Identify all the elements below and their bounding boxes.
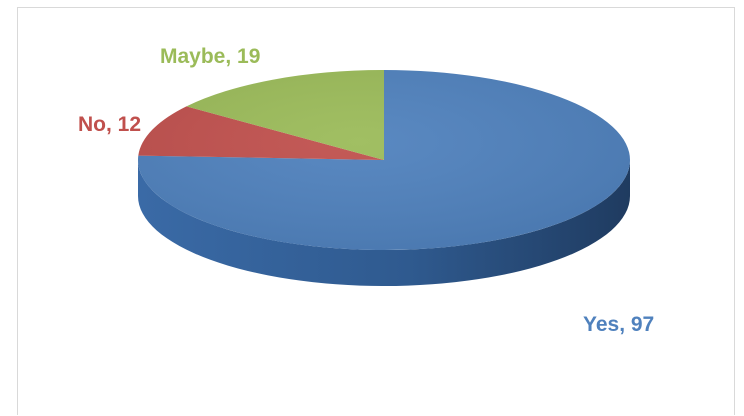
slice-side-yes	[138, 160, 630, 286]
data-label-no: No, 12	[78, 113, 141, 136]
data-label-maybe: Maybe, 19	[160, 45, 260, 68]
data-label-yes: Yes, 97	[583, 313, 654, 336]
pie-shading	[138, 70, 630, 250]
